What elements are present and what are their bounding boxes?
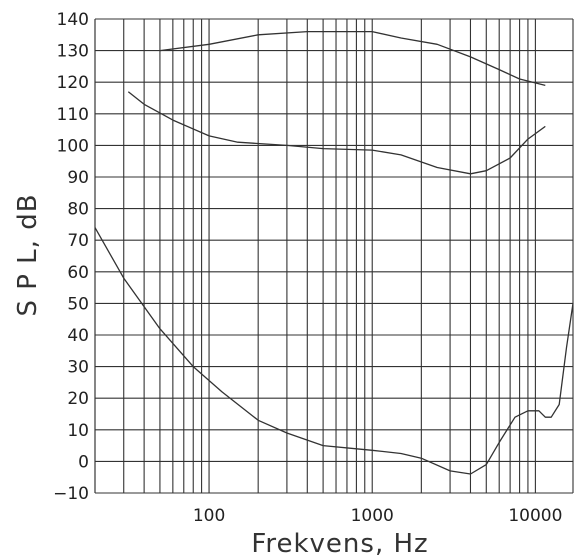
y-tick-label: 50 [67,294,89,314]
series-line-3 [94,227,574,475]
series-group [94,30,574,475]
x-axis-title: Frekvens, Hz [251,529,428,559]
y-tick-label: 10 [67,421,89,441]
y-tick-label: 80 [67,200,89,220]
y-tick-label: 100 [57,136,89,156]
y-tick-label: 110 [57,105,89,125]
y-tick-label: 0 [78,452,89,472]
y-tick-label: 20 [67,389,89,409]
x-tick-label: 10000 [508,506,562,526]
x-tick-label: 1000 [351,506,394,526]
series-line-2 [127,91,546,175]
y-tick-label: 70 [67,231,89,251]
y-tick-label: 120 [57,73,89,93]
y-tick-label: 30 [67,358,89,378]
y-tick-label: 90 [67,168,89,188]
y-tick-label: 140 [57,10,89,30]
y-tick-label: 60 [67,263,89,283]
series-line-1 [159,30,546,87]
grid [94,18,574,494]
x-tick-label: 100 [193,506,225,526]
x-tick-labels: 100 1000 10000 [193,506,563,526]
y-tick-label: 130 [57,42,89,62]
y-axis-title: S P L, dB [13,193,43,316]
y-tick-label: −10 [53,484,89,504]
y-tick-label: 40 [67,326,89,346]
